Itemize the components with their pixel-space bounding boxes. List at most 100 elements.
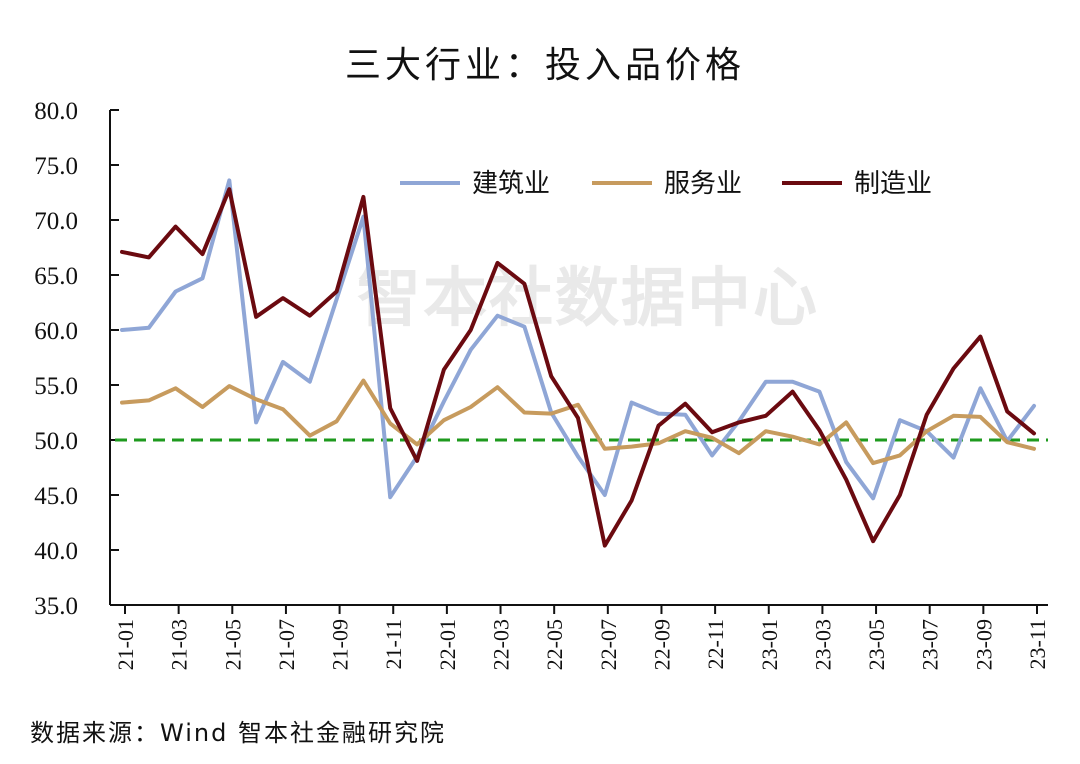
data-point [388, 406, 392, 410]
x-tick-label: 23-05 [864, 619, 889, 670]
data-point [844, 420, 848, 424]
data-point [254, 420, 258, 424]
data-point [683, 402, 687, 406]
y-tick-label: 75.0 [34, 153, 78, 180]
data-point [603, 544, 607, 548]
x-tick-label: 22-05 [542, 619, 567, 670]
y-tick-label: 80.0 [34, 98, 78, 125]
data-point [952, 367, 955, 370]
x-tick-label: 23-11 [1025, 619, 1050, 670]
y-tick-label: 70.0 [34, 208, 78, 235]
data-point [227, 187, 231, 191]
data-point [791, 435, 795, 439]
data-point [737, 420, 741, 424]
data-point [764, 380, 768, 384]
data-point [791, 380, 795, 384]
data-point [147, 398, 151, 402]
data-point [442, 418, 446, 422]
data-point [657, 424, 660, 428]
data-point [174, 290, 178, 293]
data-point [576, 403, 580, 407]
data-point [227, 384, 231, 388]
data-point [898, 493, 902, 497]
data-point [871, 461, 875, 465]
data-point [603, 493, 607, 497]
data-point [388, 495, 392, 499]
data-point [603, 447, 607, 451]
x-tick-label: 22-01 [435, 619, 460, 670]
x-tick-label: 21-11 [381, 619, 406, 670]
data-point [817, 390, 821, 394]
data-point [898, 453, 902, 457]
chart-title: 三大行业：投入品价格 [345, 45, 745, 86]
data-point [630, 401, 634, 405]
y-tick-label: 35.0 [34, 593, 78, 620]
data-point [871, 496, 875, 500]
data-point [201, 252, 204, 256]
data-point [978, 386, 982, 390]
data-point [871, 539, 875, 543]
data-point [522, 282, 526, 286]
x-tick-label: 21-07 [274, 619, 299, 670]
data-point [442, 368, 446, 372]
data-point [120, 328, 124, 332]
data-point [335, 297, 339, 301]
data-point [978, 415, 982, 419]
x-tick-label: 23-01 [757, 619, 782, 670]
data-point [120, 401, 124, 405]
x-tick-label: 21-03 [167, 619, 192, 670]
data-point [844, 460, 848, 464]
y-tick-label: 55.0 [34, 373, 78, 400]
legend-item: 建筑业 [400, 169, 550, 199]
series-line [120, 187, 1036, 548]
legend-label: 建筑业 [472, 169, 550, 199]
data-point [576, 455, 580, 458]
data-point [710, 430, 714, 434]
x-tick-label: 22-09 [649, 619, 674, 670]
legend-item: 制造业 [782, 169, 932, 199]
data-point [1005, 440, 1009, 444]
data-point [308, 380, 312, 384]
legend-label: 制造业 [854, 169, 932, 199]
series-3 [120, 187, 1036, 548]
data-point [630, 445, 634, 449]
x-tick-label: 22-11 [703, 619, 728, 670]
data-point [174, 225, 178, 229]
legend: 建筑业 服务业 制造业 [400, 169, 932, 199]
data-point [254, 397, 258, 401]
data-point [496, 385, 499, 389]
y-tick-label: 65.0 [34, 263, 78, 290]
x-tick-label: 23-07 [918, 619, 943, 670]
data-point [308, 314, 312, 318]
data-point [952, 414, 955, 418]
data-point [657, 412, 660, 416]
data-point [174, 386, 178, 390]
axes: 35.0 40.0 45.0 50.0 55.0 60.0 65.0 70.0 75.0 80.0… [34, 98, 1050, 670]
data-point [683, 413, 687, 417]
x-tick-label: 23-03 [810, 619, 835, 670]
y-tick-label: 45.0 [34, 483, 78, 510]
data-point [281, 360, 285, 364]
data-point [147, 326, 151, 330]
data-point [522, 325, 526, 329]
data-point [415, 459, 419, 463]
source-note: 数据来源：Wind 智本社金融研究院 [30, 719, 446, 747]
data-point [469, 348, 473, 352]
data-point [898, 418, 902, 422]
data-point [1032, 447, 1036, 451]
data-point [201, 405, 204, 409]
data-point [281, 407, 285, 411]
x-tick-label: 22-03 [489, 619, 514, 670]
data-point [469, 405, 473, 409]
series-1 [120, 178, 1036, 501]
data-point [335, 290, 339, 293]
data-point [281, 296, 285, 300]
data-point [925, 413, 929, 417]
data-point [549, 412, 553, 416]
x-tick-label: 21-01 [113, 619, 138, 670]
data-point [361, 379, 365, 383]
data-point [522, 411, 526, 414]
data-point [817, 428, 821, 432]
